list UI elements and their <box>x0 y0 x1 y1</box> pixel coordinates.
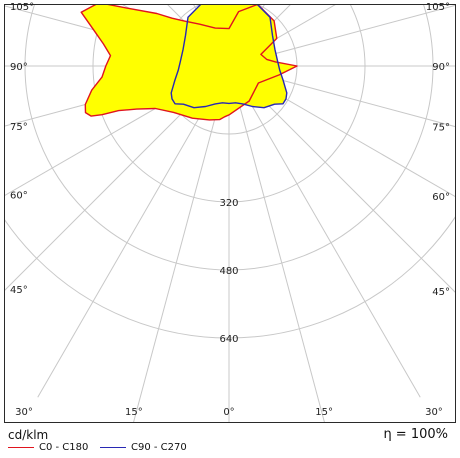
angle-label: 60° <box>432 192 450 203</box>
angle-label: 30° <box>425 407 443 418</box>
axis-labels: 320 480 640 105° 90° 75° 60° 45° 30° 15° 0° 15° 30° 4… <box>10 2 450 418</box>
legend-label-c90-c270: C90 - C270 <box>131 442 187 453</box>
angle-label: 90° <box>432 62 450 73</box>
ring-label: 320 <box>219 198 238 209</box>
grid-spoke <box>228 65 455 293</box>
legend-item-c90-c270: C90 - C270 <box>100 442 187 453</box>
angle-label: 45° <box>10 285 28 296</box>
legend-label-c0-c180: C0 - C180 <box>39 442 89 453</box>
ring-label: 480 <box>219 266 238 277</box>
grid-spoke <box>37 65 230 398</box>
angle-label: 105° <box>426 2 450 13</box>
angle-label: 30° <box>15 407 33 418</box>
angle-label: 15° <box>125 407 143 418</box>
grid-spoke <box>228 65 455 128</box>
grid-spoke <box>228 65 421 398</box>
efficiency-label: η = 100% <box>383 427 448 442</box>
intensity-curves <box>80 5 298 121</box>
curve-line-c0-c180 <box>80 5 298 121</box>
curve-line-c90-c270 <box>170 5 288 109</box>
grid-spoke <box>133 65 230 422</box>
legend-swatch-c0-c180 <box>8 447 34 448</box>
angle-label: 45° <box>432 287 450 298</box>
angle-label: 75° <box>10 122 28 133</box>
angle-label: 75° <box>432 122 450 133</box>
units-label: cd/klm <box>8 428 49 442</box>
curve-fill-1 <box>171 5 287 108</box>
ring-label: 640 <box>219 334 238 345</box>
grid-spoke <box>228 5 336 67</box>
angle-label: 60° <box>10 191 28 202</box>
legend-swatch-c90-c270 <box>100 447 126 448</box>
grid-spoke <box>228 65 325 422</box>
plot-frame <box>4 4 456 423</box>
grid-spoke <box>228 5 455 67</box>
legend-item-c0-c180: C0 - C180 <box>8 442 88 453</box>
angle-label: 90° <box>10 62 28 73</box>
angle-label: 0° <box>223 407 234 418</box>
angle-label: 15° <box>315 407 333 418</box>
angle-label: 105° <box>10 2 34 13</box>
